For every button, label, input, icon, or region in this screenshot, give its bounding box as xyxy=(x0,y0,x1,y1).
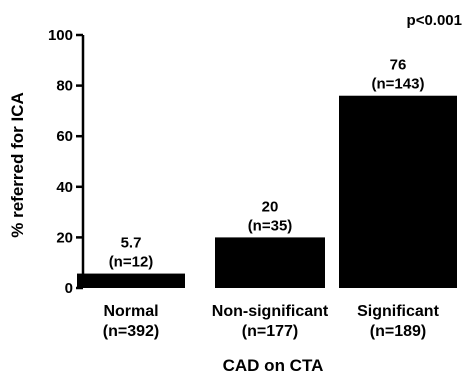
bars-group xyxy=(77,95,457,288)
bar-count-label: (n=35) xyxy=(248,217,293,234)
x-tick-labels-group: Normal (n=392) Non-significant (n=177) Signi… xyxy=(103,303,440,340)
y-tick-label: 60 xyxy=(56,128,73,145)
bar-count-label: (n=12) xyxy=(109,254,154,271)
bar xyxy=(215,237,325,288)
x-axis-label: CAD on CTA xyxy=(223,356,324,375)
x-tick-label: Normal xyxy=(103,303,158,320)
x-tick-label: Non-significant xyxy=(212,303,329,320)
bar-labels-group: 5.7 (n=12) 20 (n=35) 76 (n=143) xyxy=(109,57,425,271)
y-tick-label: 0 xyxy=(65,280,73,297)
bar xyxy=(77,273,185,288)
bar-value-label: 5.7 xyxy=(121,235,142,252)
y-axis-label: % referred for ICA xyxy=(8,92,27,237)
bar-count-label: (n=143) xyxy=(372,76,425,93)
bar-value-label: 20 xyxy=(262,198,279,215)
p-value-annotation: p<0.001 xyxy=(407,12,462,29)
y-tick-label: 100 xyxy=(48,27,73,44)
x-tick-count-label: (n=189) xyxy=(370,323,426,340)
y-tick-label: 80 xyxy=(56,78,73,95)
y-tick-label: 40 xyxy=(56,179,73,196)
x-tick-label: Significant xyxy=(357,303,439,320)
y-axis: 0 20 40 60 80 100 xyxy=(48,27,85,297)
y-tick-label: 20 xyxy=(56,229,73,246)
bar-value-label: 76 xyxy=(390,57,407,74)
x-tick-count-label: (n=177) xyxy=(242,323,298,340)
x-tick-count-label: (n=392) xyxy=(103,323,159,340)
bar xyxy=(339,95,457,288)
